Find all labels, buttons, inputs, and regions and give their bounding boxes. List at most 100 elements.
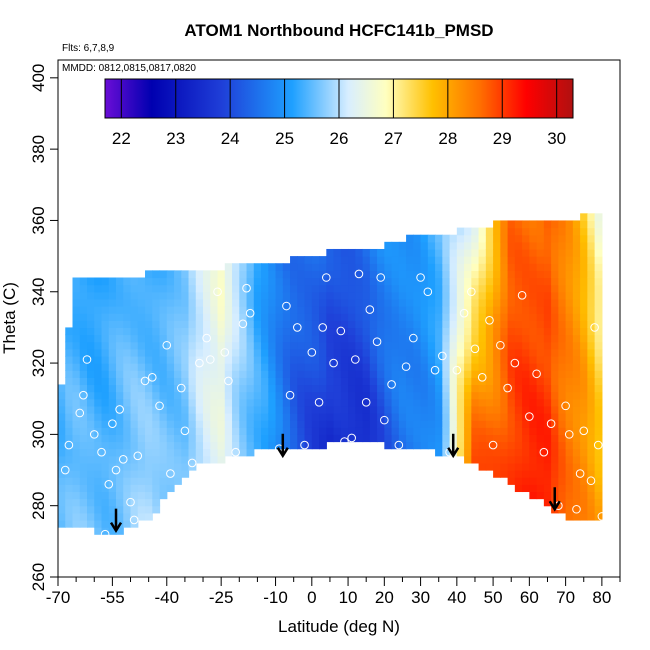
heatmap-cell bbox=[261, 313, 269, 321]
heatmap-cell bbox=[398, 420, 407, 428]
heatmap-cell bbox=[195, 455, 204, 464]
heatmap-cell bbox=[442, 405, 451, 414]
heatmap-cell bbox=[181, 270, 190, 279]
heatmap-cell bbox=[594, 298, 603, 307]
heatmap-cell bbox=[471, 298, 480, 307]
heatmap-cell bbox=[391, 405, 400, 414]
heatmap-cell bbox=[311, 427, 320, 435]
heatmap-cell bbox=[282, 355, 291, 364]
heatmap-cell bbox=[253, 320, 262, 329]
heatmap-cell bbox=[268, 298, 277, 307]
heatmap-cell bbox=[275, 320, 284, 329]
heatmap-cell bbox=[362, 355, 371, 364]
heatmap-cell bbox=[290, 370, 298, 378]
heatmap-cell bbox=[101, 306, 110, 314]
heatmap-cell bbox=[210, 341, 219, 350]
heatmap-cell bbox=[159, 320, 168, 329]
heatmap-cell bbox=[210, 270, 219, 279]
heatmap-cell bbox=[485, 284, 494, 293]
heatmap-cell bbox=[87, 370, 95, 378]
sample-point bbox=[97, 447, 106, 457]
heatmap-cell bbox=[485, 248, 494, 257]
heatmap-cell bbox=[130, 491, 139, 500]
heatmap-cell bbox=[507, 420, 516, 428]
heatmap-cell bbox=[94, 355, 103, 364]
heatmap-cell bbox=[377, 370, 385, 378]
heatmap-cell bbox=[514, 363, 523, 371]
heatmap-cell bbox=[239, 341, 248, 350]
heatmap-cell bbox=[536, 306, 545, 314]
heatmap-cell bbox=[210, 348, 219, 357]
heatmap-cell bbox=[384, 241, 393, 250]
heatmap-cell bbox=[152, 505, 161, 514]
heatmap-cell bbox=[181, 306, 190, 314]
heatmap-cell bbox=[87, 306, 95, 314]
heatmap-cell bbox=[297, 256, 306, 264]
heatmap-cell bbox=[152, 313, 161, 321]
heatmap-cell bbox=[391, 327, 400, 336]
heatmap-cell bbox=[377, 284, 385, 293]
heatmap-cell bbox=[101, 363, 110, 371]
heatmap-cell bbox=[449, 241, 458, 250]
heatmap-cell bbox=[355, 341, 364, 350]
heatmap-cell bbox=[478, 355, 487, 364]
heatmap-cell bbox=[217, 420, 226, 428]
heatmap-cell bbox=[565, 512, 574, 521]
heatmap-cell bbox=[594, 341, 603, 350]
heatmap-cell bbox=[348, 341, 356, 350]
heatmap-cell bbox=[181, 441, 190, 450]
heatmap-cell bbox=[362, 256, 371, 264]
heatmap-cell bbox=[253, 363, 262, 371]
heatmap-cell bbox=[232, 298, 240, 307]
heatmap-cell bbox=[58, 427, 66, 435]
heatmap-cell bbox=[507, 434, 516, 443]
heatmap-cell bbox=[587, 313, 596, 321]
heatmap-cell bbox=[145, 370, 153, 378]
heatmap-cell bbox=[377, 334, 385, 343]
heatmap-cell bbox=[319, 434, 327, 443]
heatmap-cell bbox=[130, 484, 139, 493]
heatmap-cell bbox=[449, 412, 458, 421]
heatmap-cell bbox=[456, 306, 465, 314]
heatmap-cell bbox=[594, 234, 603, 243]
heatmap-cell bbox=[239, 434, 248, 443]
heatmap-cell bbox=[529, 227, 538, 236]
heatmap-cell bbox=[369, 256, 378, 264]
heatmap-cell bbox=[529, 284, 538, 293]
heatmap-cell bbox=[166, 377, 175, 386]
heatmap-cell bbox=[551, 391, 559, 400]
heatmap-cell bbox=[500, 391, 509, 400]
heatmap-cell bbox=[536, 320, 545, 329]
heatmap-cell bbox=[268, 427, 277, 435]
heatmap-cell bbox=[65, 434, 74, 443]
heatmap-cell bbox=[246, 270, 255, 279]
heatmap-cell bbox=[217, 334, 226, 343]
heatmap-cell bbox=[246, 334, 255, 343]
heatmap-cell bbox=[116, 512, 124, 521]
heatmap-cell bbox=[79, 313, 88, 321]
heatmap-cell bbox=[565, 491, 574, 500]
heatmap-cell bbox=[398, 277, 407, 286]
heatmap-cell bbox=[485, 398, 494, 407]
heatmap-cell bbox=[536, 277, 545, 286]
heatmap-cell bbox=[413, 391, 422, 400]
heatmap-cell bbox=[108, 412, 117, 421]
heatmap-cell bbox=[369, 327, 378, 336]
heatmap-cell bbox=[152, 291, 161, 300]
heatmap-cell bbox=[232, 327, 240, 336]
dates-annotation: MMDD: 0812,0815,0817,0820 bbox=[62, 63, 196, 74]
heatmap-cell bbox=[326, 256, 335, 264]
heatmap-cell bbox=[391, 306, 400, 314]
heatmap-cell bbox=[456, 227, 465, 236]
heatmap-cell bbox=[420, 420, 429, 428]
heatmap-cell bbox=[101, 470, 110, 478]
heatmap-cell bbox=[210, 313, 219, 321]
y-tick-label: 360 bbox=[29, 206, 48, 234]
heatmap-cell bbox=[210, 284, 219, 293]
heatmap-cell bbox=[558, 377, 567, 386]
heatmap-cell bbox=[130, 420, 139, 428]
sample-point bbox=[180, 426, 190, 436]
heatmap-cell bbox=[384, 277, 393, 286]
sample-point bbox=[579, 426, 589, 436]
heatmap-cell bbox=[384, 284, 393, 293]
